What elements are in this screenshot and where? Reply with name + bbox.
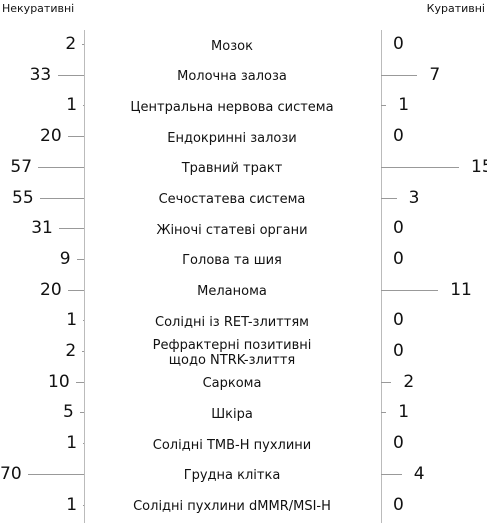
bar-line	[76, 258, 84, 260]
bar-line	[381, 412, 387, 414]
bar-line	[28, 473, 84, 475]
value-label: 0	[393, 248, 404, 269]
category-label: Ендокринні залози	[167, 130, 297, 146]
value-label: 0	[393, 341, 404, 361]
value-label: 1	[398, 95, 410, 116]
bar-line	[381, 166, 459, 168]
value-label: 0	[393, 34, 404, 54]
category-label: Сечостатева система	[158, 192, 306, 207]
value-label: 20	[40, 279, 62, 300]
bar-line	[40, 197, 84, 199]
value-label: 0	[393, 494, 404, 515]
value-label: 1	[66, 95, 78, 116]
category-label: Саркома	[202, 376, 262, 392]
bar-line	[80, 412, 84, 414]
left-axis	[84, 30, 85, 523]
value-label: 57	[10, 156, 33, 177]
value-label: 2	[65, 34, 77, 54]
bar-line	[381, 289, 439, 291]
value-label: 70	[0, 463, 22, 484]
bar-line	[381, 74, 418, 76]
bar-line	[68, 289, 84, 291]
category-label: Мозок	[211, 38, 253, 54]
legend-right: Куративні	[426, 2, 485, 15]
category-label: Меланома	[197, 284, 267, 300]
value-label: 0	[393, 433, 404, 454]
bar-line	[59, 228, 84, 230]
category-label: Солідні із RET-злиттям	[155, 314, 309, 330]
value-label: 3	[408, 187, 420, 208]
value-label: 1	[66, 433, 78, 454]
category-label: Шкіра	[211, 406, 253, 422]
value-label: 1	[66, 494, 78, 515]
value-label: 0	[393, 310, 404, 331]
value-label: 31	[31, 218, 53, 239]
bar-line	[76, 381, 84, 383]
value-label: 1	[66, 310, 78, 331]
category-label: Молочна залоза	[177, 69, 287, 85]
value-label: 0	[393, 218, 404, 239]
right-axis	[381, 30, 382, 523]
value-label: 9	[59, 248, 71, 269]
bar-line	[83, 443, 84, 445]
value-label: 20	[40, 126, 62, 147]
value-label: 33	[29, 64, 52, 85]
bar-line	[57, 74, 84, 76]
value-label: 7	[429, 64, 441, 85]
bar-line	[83, 320, 84, 322]
value-label: 55	[12, 187, 34, 208]
category-label: Рефрактерні позитивні щодо NTRK-злиття	[152, 338, 312, 368]
bar-line	[381, 473, 402, 475]
legend-left: Некуративні	[2, 2, 75, 15]
bar-line	[381, 105, 387, 107]
bar-line	[83, 504, 84, 506]
bar-line	[83, 105, 84, 107]
category-label: Грудна клітка	[183, 468, 281, 484]
value-label: 2	[403, 371, 415, 392]
value-label: 15	[471, 156, 487, 177]
category-label: Травний тракт	[181, 161, 283, 177]
bar-line	[68, 136, 84, 138]
bar-line	[82, 351, 84, 352]
category-label: Голова та шия	[182, 253, 282, 269]
value-label: 10	[48, 371, 70, 392]
value-label: 5	[63, 402, 74, 423]
category-label: Солідні TMB-H пухлини	[152, 437, 312, 453]
bar-line	[381, 197, 397, 199]
value-label: 1	[398, 402, 410, 423]
bar-line	[381, 381, 392, 383]
category-label: Солідні пухлини dMMR/MSI-H	[133, 499, 331, 514]
value-label: 0	[393, 126, 404, 147]
category-label: Жіночі статеві органи	[156, 222, 308, 238]
bar-line	[38, 166, 84, 168]
bar-line	[82, 44, 84, 45]
value-label: 4	[413, 463, 425, 484]
value-label: 2	[65, 341, 77, 361]
category-label: Центральна нервова система	[130, 99, 334, 115]
value-label: 11	[450, 279, 472, 300]
